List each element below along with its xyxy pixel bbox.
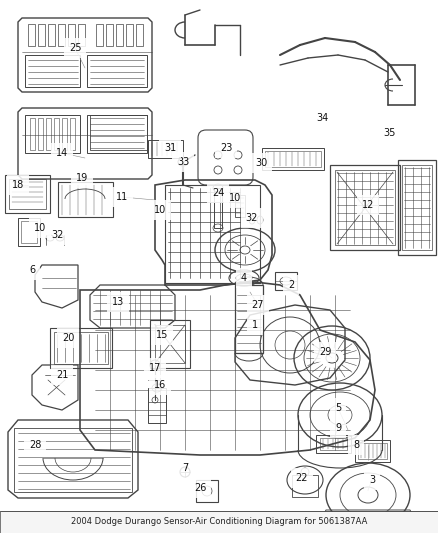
- Bar: [30, 118, 35, 150]
- Bar: [126, 24, 133, 46]
- Bar: [262, 148, 324, 170]
- Text: 13: 13: [112, 297, 124, 307]
- Bar: [62, 118, 67, 150]
- Bar: [196, 480, 218, 502]
- Text: 12: 12: [362, 200, 374, 210]
- Bar: [116, 24, 123, 46]
- Text: 34: 34: [316, 113, 328, 123]
- Text: 25: 25: [69, 43, 81, 53]
- Bar: [235, 195, 245, 217]
- Bar: [265, 151, 321, 167]
- Text: 24: 24: [212, 188, 224, 198]
- Bar: [335, 170, 395, 245]
- Bar: [25, 115, 80, 153]
- Bar: [136, 24, 143, 46]
- Text: 11: 11: [116, 192, 128, 202]
- Bar: [18, 218, 40, 246]
- Text: 21: 21: [56, 370, 68, 380]
- Text: 16: 16: [154, 380, 166, 390]
- Text: 10: 10: [34, 223, 46, 233]
- Text: 3: 3: [369, 475, 375, 485]
- Text: 35: 35: [384, 128, 396, 138]
- Text: 30: 30: [255, 158, 267, 168]
- Text: 32: 32: [52, 230, 64, 240]
- Text: 18: 18: [12, 180, 24, 190]
- Bar: [70, 118, 75, 150]
- Text: 8: 8: [353, 440, 359, 450]
- Text: 15: 15: [156, 330, 168, 340]
- Bar: [316, 435, 351, 453]
- Bar: [398, 160, 436, 255]
- Text: 14: 14: [56, 148, 68, 158]
- Bar: [320, 438, 347, 450]
- Bar: [25, 55, 80, 87]
- Bar: [358, 443, 387, 459]
- Bar: [90, 115, 147, 150]
- Text: 10: 10: [154, 205, 166, 215]
- Text: 5: 5: [335, 403, 341, 413]
- Bar: [106, 24, 113, 46]
- Bar: [87, 115, 147, 153]
- Text: 10: 10: [229, 193, 241, 203]
- Text: 27: 27: [252, 300, 264, 310]
- Bar: [14, 428, 132, 492]
- Text: 28: 28: [29, 440, 41, 450]
- Bar: [58, 182, 113, 217]
- Bar: [355, 440, 390, 462]
- Bar: [165, 185, 260, 283]
- Text: 2: 2: [288, 280, 294, 290]
- Bar: [275, 272, 297, 290]
- Text: 4: 4: [241, 273, 247, 283]
- Bar: [38, 118, 43, 150]
- Text: 22: 22: [296, 473, 308, 483]
- Bar: [58, 24, 65, 46]
- Bar: [148, 388, 166, 423]
- Text: 32: 32: [246, 213, 258, 223]
- Text: 33: 33: [177, 157, 189, 167]
- Bar: [28, 24, 35, 46]
- Text: 23: 23: [220, 143, 232, 153]
- Bar: [21, 221, 37, 243]
- Text: 1: 1: [252, 320, 258, 330]
- Bar: [148, 140, 183, 158]
- Bar: [38, 24, 45, 46]
- Bar: [5, 175, 50, 213]
- Bar: [0, 511, 438, 533]
- Text: 29: 29: [319, 347, 331, 357]
- Bar: [78, 24, 85, 46]
- Bar: [292, 475, 318, 497]
- Text: 20: 20: [62, 333, 74, 343]
- Text: 2004 Dodge Durango Sensor-Air Conditioning Diagram for 5061387AA: 2004 Dodge Durango Sensor-Air Conditioni…: [71, 518, 367, 527]
- Bar: [155, 325, 185, 363]
- Bar: [54, 332, 108, 364]
- Text: 6: 6: [29, 265, 35, 275]
- Bar: [48, 24, 55, 46]
- Bar: [68, 24, 75, 46]
- Text: 31: 31: [164, 143, 176, 153]
- Bar: [214, 188, 222, 228]
- Bar: [54, 118, 59, 150]
- Text: 17: 17: [149, 363, 161, 373]
- Bar: [50, 328, 112, 368]
- Bar: [402, 165, 432, 250]
- Text: 26: 26: [194, 483, 206, 493]
- Bar: [150, 320, 190, 368]
- Text: 9: 9: [335, 423, 341, 433]
- Bar: [235, 285, 263, 353]
- Bar: [96, 24, 103, 46]
- Bar: [46, 118, 51, 150]
- Bar: [87, 55, 147, 87]
- Text: 19: 19: [76, 173, 88, 183]
- Bar: [9, 179, 46, 209]
- Bar: [330, 165, 400, 250]
- Text: 7: 7: [182, 463, 188, 473]
